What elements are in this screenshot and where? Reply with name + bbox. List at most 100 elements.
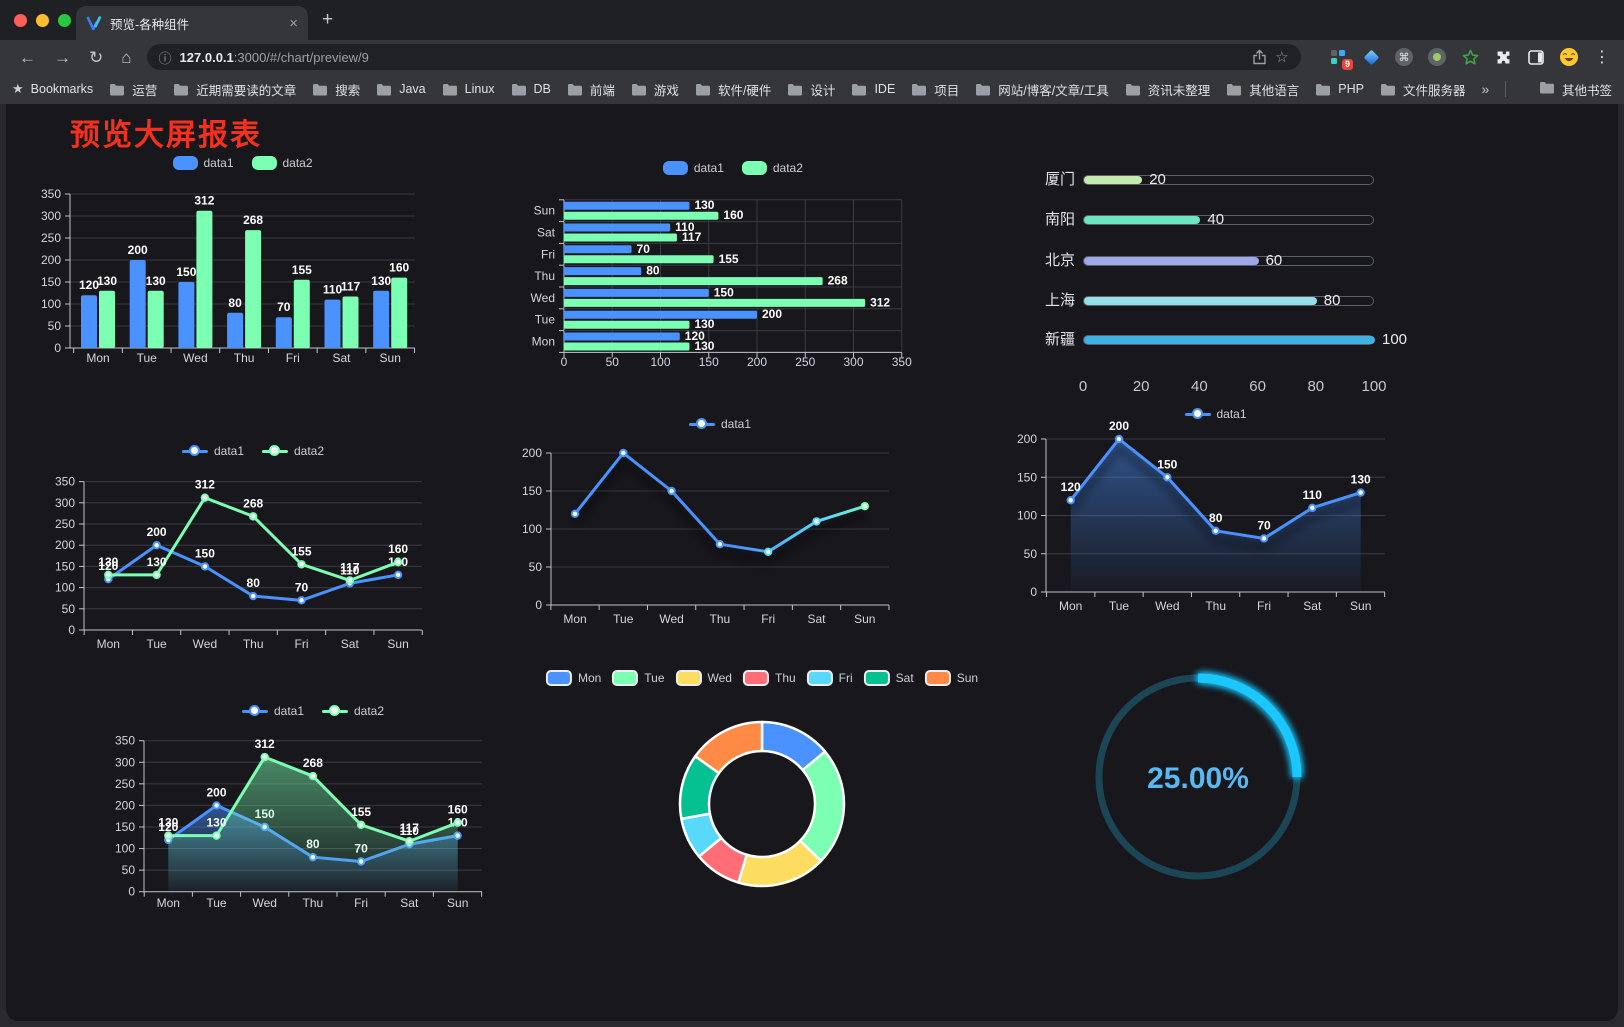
legend-item-data1[interactable]: data1	[241, 704, 304, 718]
progress-fill[interactable]	[1084, 256, 1259, 265]
progress-fill[interactable]	[1084, 336, 1375, 344]
url-text[interactable]: 127.0.0.1:3000/#/chart/preview/9	[180, 50, 1245, 65]
bookmark-folder[interactable]: 其他语言	[1226, 80, 1299, 99]
gauge-chart[interactable]: 25.00%	[1080, 660, 1320, 905]
series-data2[interactable]: 160 117 155 268 312 130 130	[564, 208, 890, 353]
bookmark-star-icon[interactable]: ☆	[1275, 49, 1289, 66]
browser-menu-icon[interactable]: ⋮	[1594, 49, 1610, 66]
star-extension-icon[interactable]	[1460, 47, 1480, 67]
series-data1[interactable]	[570, 448, 869, 557]
back-icon[interactable]: ←	[19, 47, 36, 67]
series-data1[interactable]: 120 200 150 80 70 110 130	[79, 243, 392, 348]
line-chart-gradient[interactable]: data1 0 50 100 150 200 Mon Tue Wed Thu Fri Sat Sun	[500, 395, 900, 645]
pie-slice-Sun[interactable]	[694, 720, 764, 775]
donut-pie-chart[interactable]: Mon Tue Wed Thu Fri Sat Sun	[537, 660, 997, 905]
bookmark-folder[interactable]: 软件/硬件	[695, 80, 771, 99]
series-data2[interactable]: 130 130 312 268 155 117 160	[97, 194, 410, 348]
tampermonkey-extension-icon[interactable]: 9	[1328, 47, 1353, 70]
bar-chart[interactable]: data1 data2 0 50 100 150 200 250 300 350 Mon Tue Wed…	[30, 140, 460, 380]
legend-item-data1[interactable]: data1	[181, 444, 244, 458]
legend-item-Sun[interactable]: Sun	[924, 670, 978, 686]
bookmark-folder[interactable]: 搜索	[312, 80, 360, 99]
svg-text:130: 130	[694, 317, 714, 331]
other-bookmarks-folder[interactable]: 其他书签	[1539, 80, 1612, 99]
legend-item-data2[interactable]: data2	[741, 161, 803, 175]
tab-close-icon[interactable]: ×	[289, 14, 298, 32]
bookmark-folder[interactable]: Linux	[442, 82, 495, 96]
home-icon[interactable]: ⌂	[121, 47, 132, 67]
line-chart-two-series[interactable]: data1 data2 0 50 100 150 200 250 300 350 Mon Tue Wed…	[40, 420, 470, 670]
line-chart-canvas[interactable]: 0 50 100 150 200 250 300 350 Mon Tue Wed Thu Fri Sat S…	[100, 670, 520, 925]
legend-item-data2[interactable]: data2	[322, 704, 384, 718]
reload-icon[interactable]: ↻	[89, 47, 104, 67]
pie-slice-Wed[interactable]	[737, 839, 823, 888]
city-progress-chart[interactable]: 厦门 20 南阳 40 北京 60 上海 80 新疆 100 0 20 40 60 80 100	[990, 150, 1410, 395]
browser-tab[interactable]: 预览-各种组件 ×	[76, 6, 308, 40]
bookmark-folder[interactable]: 项目	[911, 80, 959, 99]
share-icon[interactable]	[1252, 49, 1267, 65]
line-chart-canvas[interactable]: 0 50 100 150 200 Mon Tue Wed Thu Fri Sat Sun	[500, 395, 900, 645]
area-chart-single[interactable]: data1 0 50 100 150 200 Mon Tue Wed Thu Fri Sat Sun 12…	[975, 385, 1389, 635]
command-extension-icon[interactable]: ⌘	[1394, 47, 1414, 67]
line-chart-canvas[interactable]: 0 50 100 150 200 250 300 350 Mon Tue Wed Thu Fri Sat S…	[40, 420, 470, 670]
legend-item-data1[interactable]: data1	[172, 156, 234, 170]
new-tab-button[interactable]: +	[322, 9, 334, 30]
series-data2[interactable]: 130 130 312 268 155 117 160	[158, 737, 468, 892]
bookmark-folder[interactable]: PHP	[1315, 82, 1364, 96]
bookmark-folder[interactable]: Java	[376, 82, 426, 96]
series-data1[interactable]: 120 200 150 80 70 110 130	[1061, 419, 1371, 592]
legend-item-Thu[interactable]: Thu	[742, 670, 796, 686]
bookmark-folder[interactable]: 设计	[787, 80, 835, 99]
bar-chart-canvas[interactable]: 0 50 100 150 200 250 300 350 Mon Tue Wed Thu Fri Sat S…	[30, 140, 460, 380]
side-panel-icon[interactable]	[1526, 47, 1546, 67]
pie-slice-Tue[interactable]	[798, 750, 846, 863]
bookmark-item-bookmarks[interactable]: ★ Bookmarks	[12, 81, 93, 97]
horizontal-bar-chart[interactable]: data1 data2 0 50 100 150 200 250 300 350 Sun Sat Fri…	[500, 145, 920, 385]
series-data2[interactable]: 130 130 312 268 155 117 160	[98, 478, 408, 585]
bookmark-folder[interactable]: 资讯未整理	[1125, 80, 1210, 99]
bookmark-folder[interactable]: DB	[511, 82, 551, 96]
legend-item-data2[interactable]: data2	[262, 444, 324, 458]
legend-item-Wed[interactable]: Wed	[675, 670, 732, 686]
bookmark-folder[interactable]: 游戏	[631, 80, 679, 99]
legend-item-data2[interactable]: data2	[251, 156, 313, 170]
address-bar[interactable]: ⓘ 127.0.0.1:3000/#/chart/preview/9 ☆	[146, 44, 1301, 70]
extensions-puzzle-icon[interactable]	[1493, 47, 1513, 67]
pie-chart-canvas[interactable]	[537, 660, 997, 905]
legend-item-Mon[interactable]: Mon	[545, 670, 601, 686]
bookmark-folder[interactable]: 近期需要读的文章	[173, 80, 296, 99]
area-chart-two-series[interactable]: data1 data2 0 50 100 150 200 250 300 350 Mon Tue Wed…	[100, 670, 520, 925]
legend-item-data1[interactable]: data1	[688, 417, 751, 431]
svg-text:130: 130	[147, 555, 167, 569]
window-zoom-button[interactable]	[58, 14, 71, 27]
progress-fill[interactable]	[1084, 296, 1317, 305]
bookmark-folder[interactable]: IDE	[851, 82, 895, 96]
gauge-chart-canvas[interactable]: 25.00%	[1080, 660, 1320, 905]
legend-item-Sat[interactable]: Sat	[863, 670, 914, 686]
puzzle-icon	[1497, 51, 1509, 63]
site-info-icon[interactable]: ⓘ	[158, 50, 172, 66]
bookmark-folder[interactable]: 运营	[109, 80, 157, 99]
recorder-extension-icon[interactable]	[1427, 47, 1447, 67]
series-data1[interactable]: 120 200 150 80 70 110 130	[98, 525, 408, 605]
bookmarks-overflow-icon[interactable]: »	[1481, 81, 1490, 97]
hbar-chart-canvas[interactable]: 0 50 100 150 200 250 300 350 Sun Sat Fri Thu Wed Tue M…	[500, 145, 920, 385]
diamond-extension-icon[interactable]	[1361, 47, 1381, 67]
bookmark-folder[interactable]: 前端	[567, 80, 615, 99]
legend-item-Tue[interactable]: Tue	[612, 670, 665, 686]
window-minimize-button[interactable]	[36, 14, 49, 27]
progress-fill[interactable]	[1084, 176, 1143, 184]
svg-text:117: 117	[682, 230, 702, 244]
window-close-button[interactable]	[14, 14, 27, 27]
svg-text:200: 200	[1017, 432, 1037, 446]
bookmark-folder[interactable]: 网站/博客/文章/工具	[975, 80, 1109, 99]
forward-icon[interactable]: →	[54, 47, 71, 67]
progress-fill[interactable]	[1084, 216, 1201, 224]
legend-item-data1[interactable]: data1	[1184, 407, 1247, 421]
bookmark-folder[interactable]: 文件服务器	[1380, 80, 1465, 99]
legend-item-Fri[interactable]: Fri	[806, 670, 853, 686]
series-data1[interactable]: 130 110 70 80 150 200 120	[564, 198, 782, 343]
legend-item-data1[interactable]: data1	[662, 161, 724, 175]
profile-avatar[interactable]	[1559, 47, 1579, 67]
